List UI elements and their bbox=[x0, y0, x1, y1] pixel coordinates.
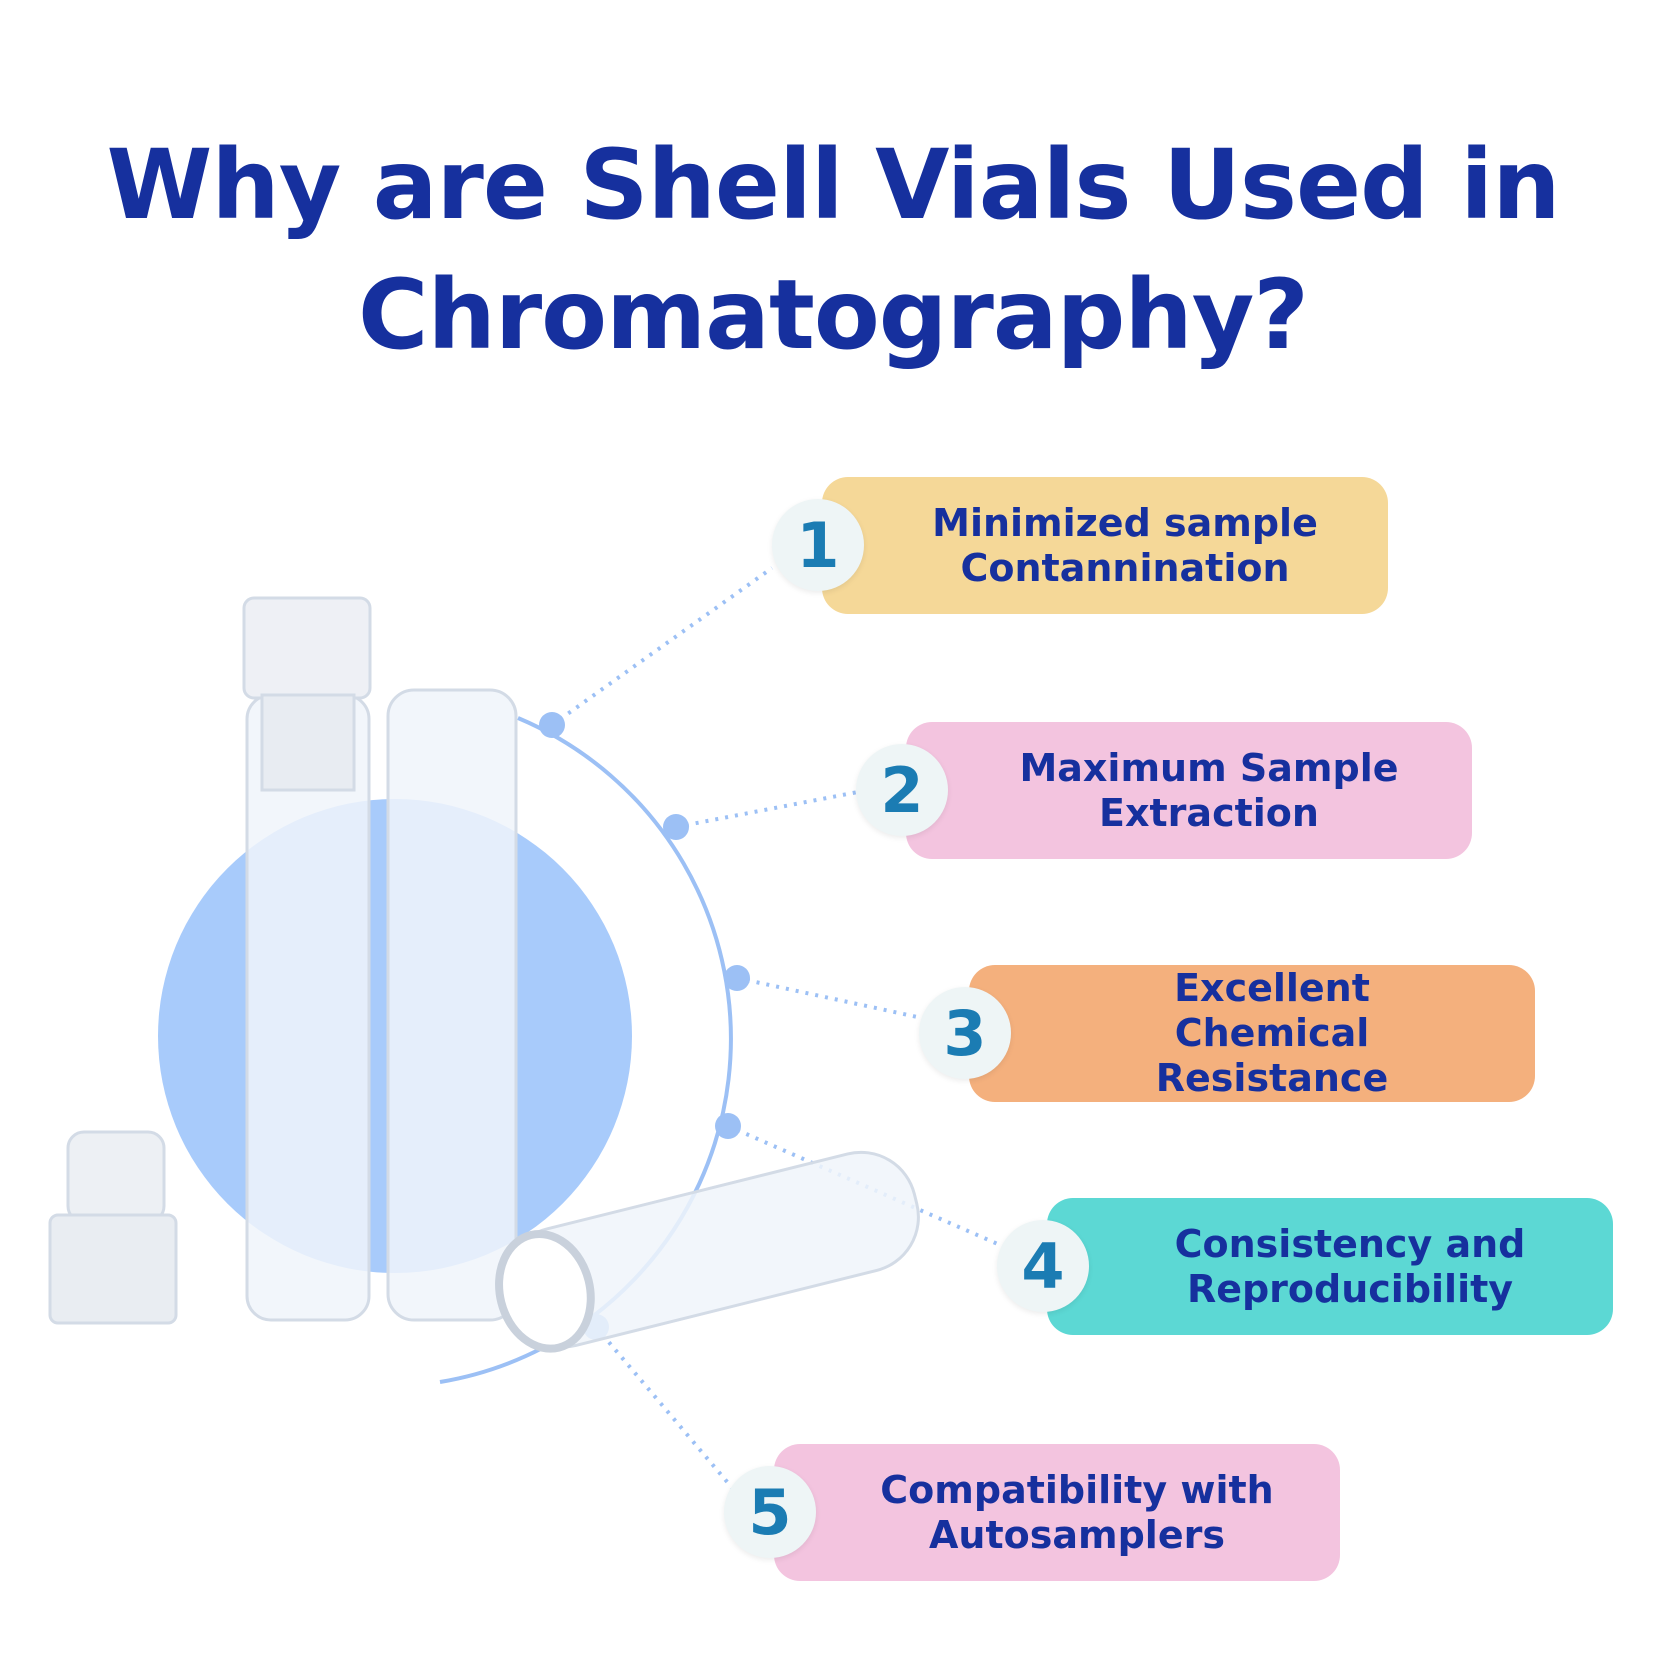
item-text: Compatibility with Autosamplers bbox=[880, 1467, 1274, 1557]
vials bbox=[48, 596, 920, 1353]
connectors bbox=[550, 566, 1001, 1492]
item-number: 5 bbox=[724, 1466, 816, 1558]
item-box: Excellent Chemical Resistance bbox=[969, 965, 1535, 1102]
item-box: Minimized sample Contannination bbox=[822, 477, 1388, 614]
item-text: Minimized sample Contannination bbox=[932, 500, 1318, 590]
item-text: Excellent Chemical Resistance bbox=[1155, 966, 1389, 1100]
item-number: 4 bbox=[997, 1220, 1089, 1312]
item-number: 1 bbox=[772, 499, 864, 591]
item-number: 2 bbox=[856, 744, 948, 836]
item-box: Compatibility with Autosamplers bbox=[774, 1444, 1340, 1581]
item-box: Maximum Sample Extraction bbox=[906, 722, 1472, 859]
item-box: Consistency and Reproducibility bbox=[1047, 1198, 1613, 1335]
item-text: Maximum Sample Extraction bbox=[1019, 745, 1399, 835]
item-text: Consistency and Reproducibility bbox=[1174, 1221, 1526, 1311]
item-number: 3 bbox=[919, 987, 1011, 1079]
title: Why are Shell Vials Used in Chromatograp… bbox=[106, 129, 1560, 371]
